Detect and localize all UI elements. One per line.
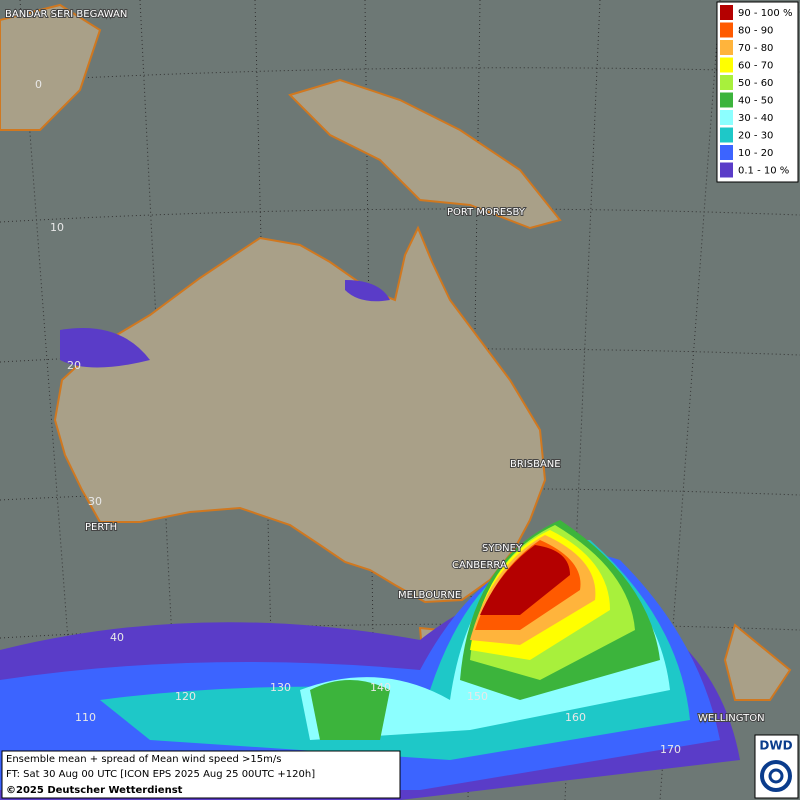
logo: DWD [754, 734, 799, 799]
legend-swatch [720, 75, 733, 90]
city-label: PERTH [85, 522, 117, 533]
logo-box [754, 734, 799, 799]
caption-line: ©2025 Deutscher Wetterdienst [6, 785, 183, 796]
logo-text: DWD [759, 739, 792, 753]
caption-line: FT: Sat 30 Aug 00 UTC [ICON EPS 2025 Aug… [6, 769, 315, 780]
caption-line: Ensemble mean + spread of Mean wind spee… [6, 754, 281, 765]
city-labels: BANDAR SERI BEGAWAN PORT MORESBY BRISBAN… [4, 8, 766, 725]
caption: Ensemble mean + spread of Mean wind spee… [1, 750, 401, 799]
wind-area [310, 680, 390, 740]
legend-label: 0.1 - 10 % [738, 166, 789, 177]
lon-label: 150 [467, 690, 488, 703]
legend: 90 - 100 % 80 - 90 70 - 80 60 - 70 50 - 60 40… [716, 1, 799, 183]
legend-label: 40 - 50 [738, 96, 773, 107]
caption-box [1, 750, 401, 799]
lat-label: 30 [88, 495, 102, 508]
city-label: BANDAR SERI BEGAWAN [5, 9, 127, 20]
lat-label: 10 [50, 221, 64, 234]
legend-label: 30 - 40 [738, 113, 773, 124]
lon-label: 130 [270, 681, 291, 694]
logo-swirl [768, 768, 784, 784]
legend-swatch [720, 5, 733, 20]
wind-area [345, 280, 390, 302]
legend-label: 20 - 30 [738, 131, 773, 142]
legend-label: 90 - 100 % [738, 8, 792, 19]
city-label: BRISBANE [510, 459, 561, 470]
legend-label: 50 - 60 [738, 78, 773, 89]
legend-label: 70 - 80 [738, 43, 773, 54]
lat-label: 40 [110, 631, 124, 644]
city-label: WELLINGTON [698, 713, 765, 724]
legend-label: 60 - 70 [738, 61, 773, 72]
coordinate-labels: 0 10 20 30 40 110 120 130 140 150 160 170 [35, 78, 681, 756]
legend-swatch [720, 40, 733, 55]
lon-label: 170 [660, 743, 681, 756]
legend-swatch [720, 162, 733, 178]
lon-label: 120 [175, 690, 196, 703]
legend-label: 10 - 20 [738, 148, 773, 159]
city-label: MELBOURNE [398, 590, 461, 601]
legend-swatch [720, 145, 733, 160]
lat-label: 0 [35, 78, 42, 91]
wind-area [60, 328, 150, 368]
wind-area [480, 545, 570, 615]
city-label: PORT MORESBY [447, 207, 526, 218]
legend-swatch [720, 127, 733, 143]
logo-swirl [760, 760, 792, 792]
legend-swatch [720, 22, 733, 38]
wind-probability [0, 280, 740, 800]
lon-label: 140 [370, 681, 391, 694]
lon-label: 110 [75, 711, 96, 724]
lat-label: 20 [67, 359, 81, 372]
city-label: CANBERRA [452, 560, 507, 571]
legend-label: 80 - 90 [738, 26, 773, 37]
city-label: SYDNEY [482, 543, 523, 554]
legend-swatch [720, 57, 733, 73]
legend-swatch [720, 110, 733, 125]
legend-swatch [720, 92, 733, 108]
lon-label: 160 [565, 711, 586, 724]
